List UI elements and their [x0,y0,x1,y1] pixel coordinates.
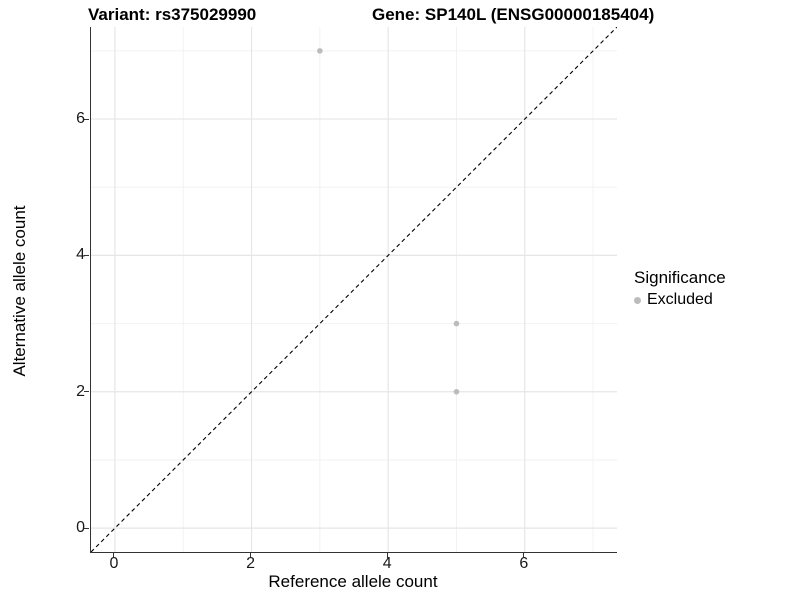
y-tick-mark [84,118,89,120]
x-tick-mark [386,553,388,558]
legend-title: Significance [634,268,726,287]
y-tick-mark [84,527,89,529]
x-axis-title: Reference allele count [268,572,438,591]
x-tick-mark [250,553,252,558]
y-axis-title: Alternative allele count [10,205,29,377]
legend: Significance Excluded [634,268,726,309]
y-tick-mark [84,391,89,393]
legend-item-excluded: Excluded [634,291,726,309]
y-tick-label: 0 [76,519,85,537]
y-tick-label: 4 [76,246,85,264]
y-tick-label: 6 [76,110,85,128]
x-tick-label: 6 [519,555,529,572]
x-tick-mark [113,553,115,558]
legend-point-icon [634,296,641,304]
gene-title: Gene: SP140L (ENSG00000185404) [372,5,655,24]
x-tick-label: 2 [246,555,255,572]
data-point [453,320,460,327]
variant-title: Variant: rs375029990 [88,5,257,24]
y-tick-label: 2 [76,382,85,400]
y-tick-mark [84,254,89,256]
plot-panel [90,27,617,553]
legend-item-label: Excluded [647,291,713,308]
data-point [453,388,460,395]
x-tick-mark [523,553,525,558]
data-point [317,48,323,54]
x-tick-label: 0 [109,555,119,572]
x-tick-label: 4 [382,555,392,572]
identity-dashed-line [91,27,617,552]
chart-canvas [91,27,617,552]
